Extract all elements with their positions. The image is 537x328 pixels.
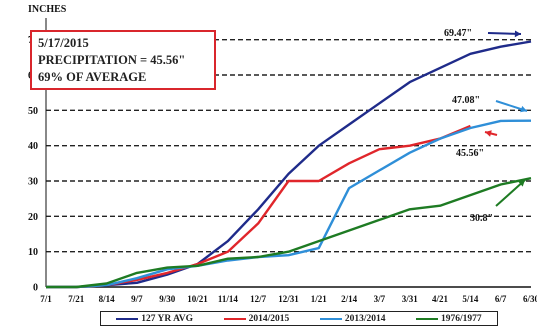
y-tick-label: 0 [33,283,38,294]
legend-label-1976-1977: 1976/1977 [441,313,482,324]
annotation-127-yr-avg: 69.47" [444,28,472,39]
x-tick-label: 12/31 [278,294,299,304]
series-line-1976-1977 [46,177,532,289]
series-line-127-yr-avg [46,40,532,289]
x-tick-label: 11/14 [218,294,239,304]
x-tick-label: 6/7 [495,294,507,304]
x-tick-label: 4/21 [432,294,449,304]
info-box: 5/17/2015 PRECIPITATION = 45.56" 69% OF … [30,30,216,90]
legend-swatch-2013-2014 [319,317,342,320]
y-tick-label: 50 [28,106,38,117]
x-tick-label: 12/7 [250,294,267,304]
y-tick-label: 40 [28,141,38,152]
legend-swatch-1976-1977 [416,317,439,320]
annotation-1976-1977: 30.8" [470,213,493,224]
x-tick-label: 9/30 [159,294,176,304]
y-tick-label: 10 [28,247,38,258]
legend-item-2014-2015: 2014/2015 [223,313,290,324]
legend-item-2013-2014: 2013/2014 [319,313,386,324]
annotation-2013-2014: 47.08" [452,95,480,106]
legend: 127 YR AVG 2014/2015 2013/2014 1976/1977 [100,311,498,326]
annotation-arrowhead-2013-2014 [520,105,527,113]
legend-item-1976-1977: 1976/1977 [416,314,482,324]
x-tick-label: 1/21 [311,294,328,304]
legend-label-2014-2015: 2014/2015 [248,313,290,324]
info-precipitation: PRECIPITATION = 45.56" [38,53,186,67]
annotation-arrowhead-1976-1977 [518,180,525,187]
annotation-arrowhead-2014-2015 [485,130,492,137]
y-tick-label: 20 [28,212,38,223]
x-tick-label: 8/14 [99,294,116,304]
legend-label-2013-2014: 2013/2014 [344,313,386,324]
x-tick-label: 5/14 [462,294,479,304]
legend-label-avg: 127 YR AVG [141,313,194,324]
x-tick-label: 6/30 [523,294,537,304]
x-tick-label: 3/7 [374,294,386,304]
x-tick-label: 3/31 [402,294,419,304]
y-tick-label: 30 [28,177,38,188]
y-axis-label: INCHES [28,4,67,15]
series-line-2013-2014 [46,119,532,289]
x-tick-label: 9/7 [131,294,143,304]
series-line-2014-2015 [46,124,471,289]
x-tick-label: 7/21 [68,294,85,304]
annotation-2014-2015: 45.56" [456,148,484,159]
legend-swatch-avg [116,317,139,320]
series-lines [46,40,532,289]
x-tick-label: 10/21 [187,294,208,304]
info-percent: 69% OF AVERAGE [38,70,147,84]
x-tick-label: 7/1 [40,294,52,304]
info-date: 5/17/2015 [38,36,89,50]
x-tick-labels: 7/1 7/21 8/14 9/7 9/30 10/21 11/14 12/7 12/31 1/2… [40,294,537,304]
annotation-arrow-1976-1977 [495,179,526,207]
x-tick-label: 2/14 [341,294,358,304]
legend-item-avg: 127 YR AVG [116,314,193,324]
annotations: 69.47" 47.08" 45.56" 30.8" [444,28,528,224]
annotation-arrowhead-127-yr-avg [514,30,521,38]
legend-swatch-2014-2015 [223,317,246,320]
